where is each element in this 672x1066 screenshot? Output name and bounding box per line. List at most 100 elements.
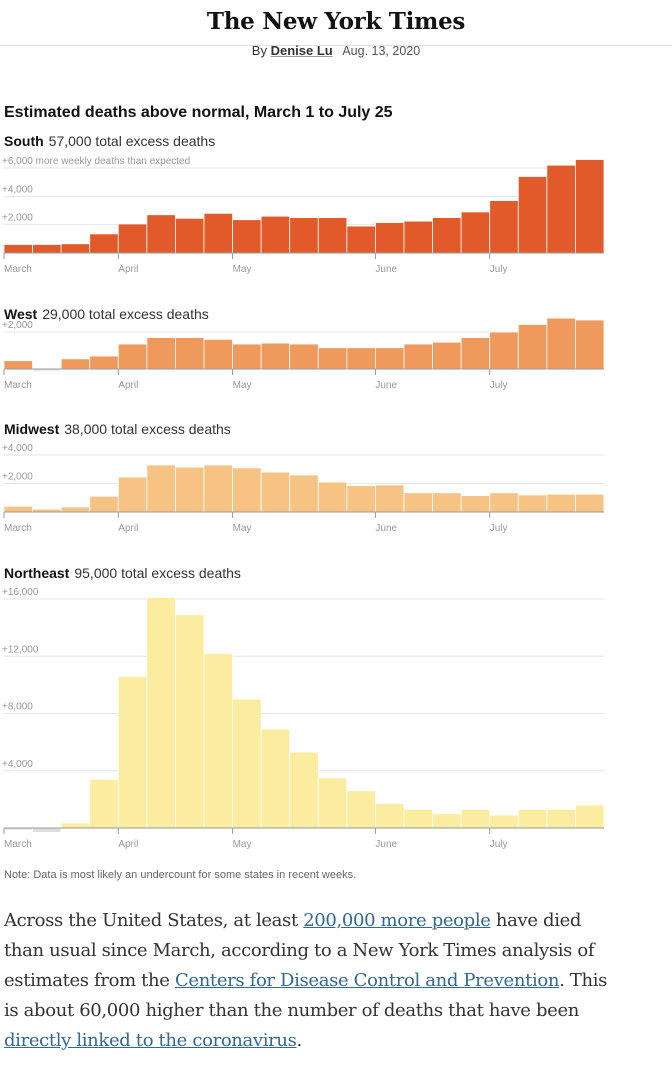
byline: By Denise Lu Aug. 13, 2020 (0, 43, 672, 58)
west-month-label: May (233, 380, 252, 391)
south-month-label: March (4, 264, 32, 275)
west-bar (460, 337, 491, 370)
northeast-bar (89, 778, 119, 829)
south-month-label: May (233, 264, 252, 275)
west-bar (232, 343, 262, 370)
northeast-tick-label: +16,000 (2, 587, 39, 598)
south-bar (117, 223, 148, 254)
west-month-label: April (118, 380, 138, 391)
south-bar (203, 212, 233, 254)
northeast-tick-label: +8,000 (2, 702, 33, 713)
south-bar (460, 211, 491, 254)
northeast-month-label: May (233, 839, 252, 850)
midwest-bar (117, 476, 148, 513)
author-link[interactable]: Denise Lu (270, 43, 333, 58)
northeast-tick-label: +12,000 (2, 644, 39, 655)
south-total: 57,000 total excess deaths (49, 133, 216, 149)
midwest-bar (232, 467, 262, 513)
northeast-bar (489, 814, 519, 829)
west-bar (60, 358, 91, 370)
northeast-bar (432, 813, 462, 829)
article-paragraph: Across the United States, at least 200,0… (4, 906, 624, 1056)
publish-date: Aug. 13, 2020 (342, 44, 421, 58)
south-bar (289, 217, 319, 254)
south-tick-label: +6,000 more weekly deaths than expected (2, 156, 190, 167)
midwest-month-label: April (118, 523, 138, 534)
midwest-bar (489, 492, 519, 513)
south-bar (575, 159, 605, 254)
midwest-bar (346, 485, 376, 513)
south-bar (146, 214, 176, 254)
link-200000-more-people[interactable]: 200,000 more people (303, 910, 491, 931)
northeast-bar (289, 751, 319, 829)
excess-deaths-chart: South 57,000 total excess deaths +2,000 +4,… (2, 133, 605, 850)
midwest-bar (60, 506, 91, 513)
northeast-bar (517, 808, 548, 829)
south-tick-label: +2,000 (2, 213, 33, 224)
northeast-bar (32, 827, 62, 833)
west-month-label: July (490, 380, 508, 391)
midwest-bar (175, 466, 205, 513)
northeast-bar (117, 675, 148, 829)
midwest-bar (432, 492, 462, 513)
northeast-bar (232, 698, 262, 829)
midwest-bar (146, 464, 176, 513)
northeast-tick-label: +4,000 (2, 759, 33, 770)
midwest-bar (546, 493, 576, 513)
midwest-bar (203, 464, 233, 513)
byline-prefix: By (251, 43, 267, 58)
midwest-month-label: July (490, 523, 508, 534)
south-month-label: April (118, 264, 138, 275)
northeast-total: 95,000 total excess deaths (74, 565, 241, 581)
south-bar (232, 219, 262, 254)
northeast-bar (403, 808, 433, 829)
northeast-month-label: April (118, 839, 138, 850)
south-bar (60, 243, 91, 254)
west-bar (146, 337, 176, 370)
northeast-bar (203, 652, 233, 829)
south-bar (517, 176, 548, 254)
northeast-bar (175, 614, 205, 829)
northeast-month-label: June (375, 839, 397, 850)
midwest-month-label: March (4, 523, 32, 534)
northeast-bar (575, 804, 605, 829)
south-bar (546, 164, 576, 254)
south-bar (3, 244, 33, 254)
west-bar (317, 347, 348, 370)
south-bar (432, 217, 462, 254)
south-bar (260, 215, 291, 254)
south-bar (89, 233, 119, 254)
article-text-2: have died than usual since March, accord… (4, 910, 595, 991)
west-bar (117, 343, 148, 370)
midwest-tick-label: +2,000 (2, 472, 33, 483)
midwest-bar (89, 495, 119, 513)
west-bar (260, 342, 291, 370)
west-bar (575, 319, 605, 370)
south-bar (346, 225, 376, 254)
midwest-bar (289, 474, 319, 513)
south-bar (375, 222, 405, 254)
midwest-total: 38,000 total excess deaths (64, 421, 231, 437)
nyt-logo[interactable]: The New York Times (206, 8, 466, 35)
west-month-label: March (4, 380, 32, 391)
west-tick-label: +2,000 (2, 320, 33, 331)
midwest-month-label: June (375, 523, 397, 534)
article-text-1: Across the United States, at least (4, 910, 304, 931)
northeast-bar (60, 822, 91, 829)
west-total: 29,000 total excess deaths (42, 306, 209, 322)
south-bar (175, 217, 205, 254)
midwest-title: Midwest 38,000 total excess deaths (4, 421, 231, 437)
south-month-label: June (375, 264, 397, 275)
northeast-name: Northeast (4, 565, 70, 581)
midwest-bar (3, 505, 33, 513)
northeast-bar (460, 808, 491, 829)
west-bar (289, 343, 319, 370)
northeast-month-label: July (490, 839, 508, 850)
midwest-bar (317, 481, 348, 513)
south-tick-label: +4,000 (2, 184, 33, 195)
link-cdc[interactable]: Centers for Disease Control and Preventi… (174, 970, 560, 991)
west-bar (546, 317, 576, 370)
link-coronavirus-deaths[interactable]: directly linked to the coronavirus (4, 1030, 297, 1051)
northeast-title: Northeast 95,000 total excess deaths (4, 565, 241, 581)
midwest-name: Midwest (4, 421, 60, 437)
